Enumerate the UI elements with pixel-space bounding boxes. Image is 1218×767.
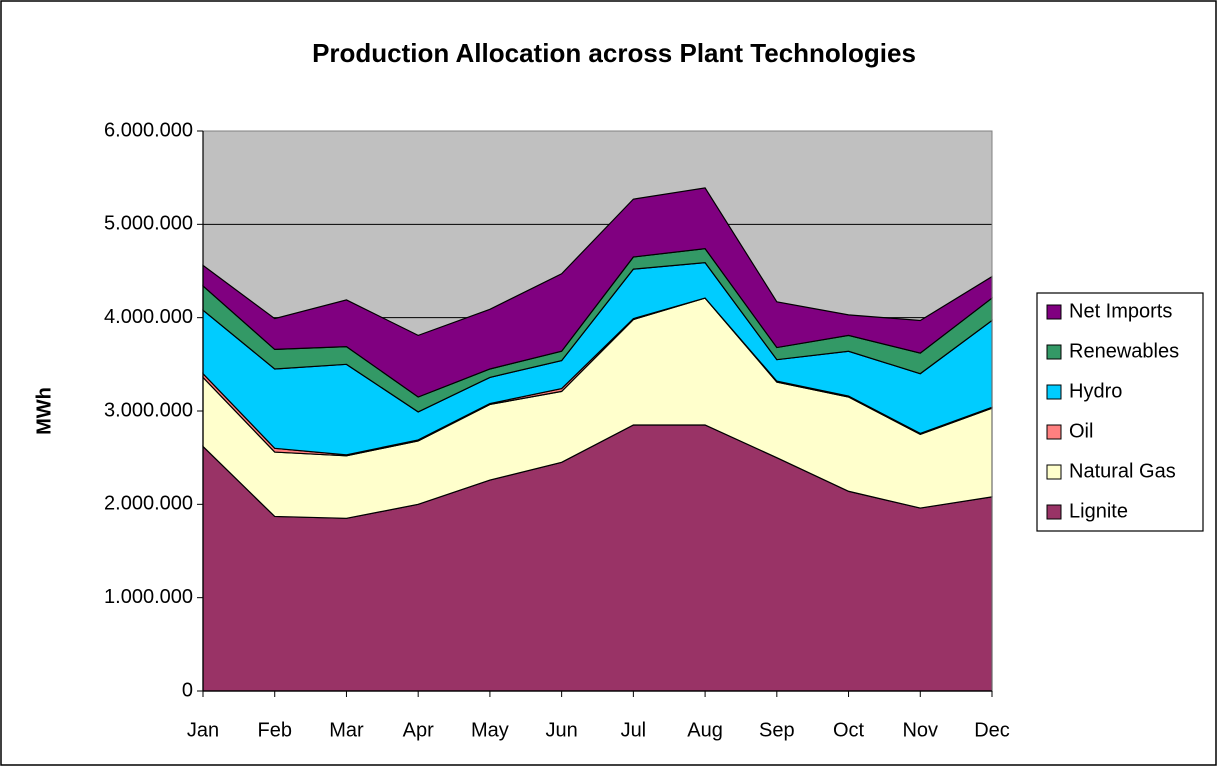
legend-label: Oil bbox=[1069, 420, 1093, 442]
y-tick-label: 2.000.000 bbox=[104, 493, 193, 515]
legend-box bbox=[1036, 292, 1204, 532]
legend-swatch bbox=[1046, 464, 1062, 480]
y-axis-title: MWh bbox=[33, 387, 55, 435]
y-tick-label: 5.000.000 bbox=[104, 213, 193, 235]
legend-label: Renewables bbox=[1069, 340, 1179, 362]
x-tick-label: Dec bbox=[974, 719, 1010, 741]
x-tick-label: May bbox=[471, 719, 509, 741]
y-tick-label: 4.000.000 bbox=[104, 306, 193, 328]
legend-swatch bbox=[1046, 504, 1062, 520]
x-tick-label: Jan bbox=[187, 719, 219, 741]
chart-title: Production Allocation across Plant Techn… bbox=[312, 38, 916, 68]
legend-label: Lignite bbox=[1069, 500, 1128, 522]
legend-swatch bbox=[1046, 344, 1062, 360]
x-tick-label: Jun bbox=[546, 719, 578, 741]
x-tick-label: Oct bbox=[833, 719, 865, 741]
y-tick-label: 1.000.000 bbox=[104, 586, 193, 608]
x-tick-label: Sep bbox=[759, 719, 795, 741]
y-tick-label: 3.000.000 bbox=[104, 399, 193, 421]
legend-label: Natural Gas bbox=[1069, 460, 1176, 482]
legend-swatch bbox=[1046, 424, 1062, 440]
legend-swatch bbox=[1046, 304, 1062, 320]
x-tick-label: Aug bbox=[687, 719, 723, 741]
x-tick-label: Nov bbox=[902, 719, 938, 741]
legend-swatch bbox=[1046, 384, 1062, 400]
x-tick-label: Feb bbox=[257, 719, 291, 741]
x-tick-label: Apr bbox=[403, 719, 434, 741]
x-tick-label: Mar bbox=[329, 719, 364, 741]
y-tick-label: 0 bbox=[182, 679, 193, 701]
y-tick-label: 6.000.000 bbox=[104, 119, 193, 141]
legend-label: Net Imports bbox=[1069, 300, 1172, 322]
x-tick-label: Jul bbox=[621, 719, 647, 741]
legend-label: Hydro bbox=[1069, 380, 1122, 402]
